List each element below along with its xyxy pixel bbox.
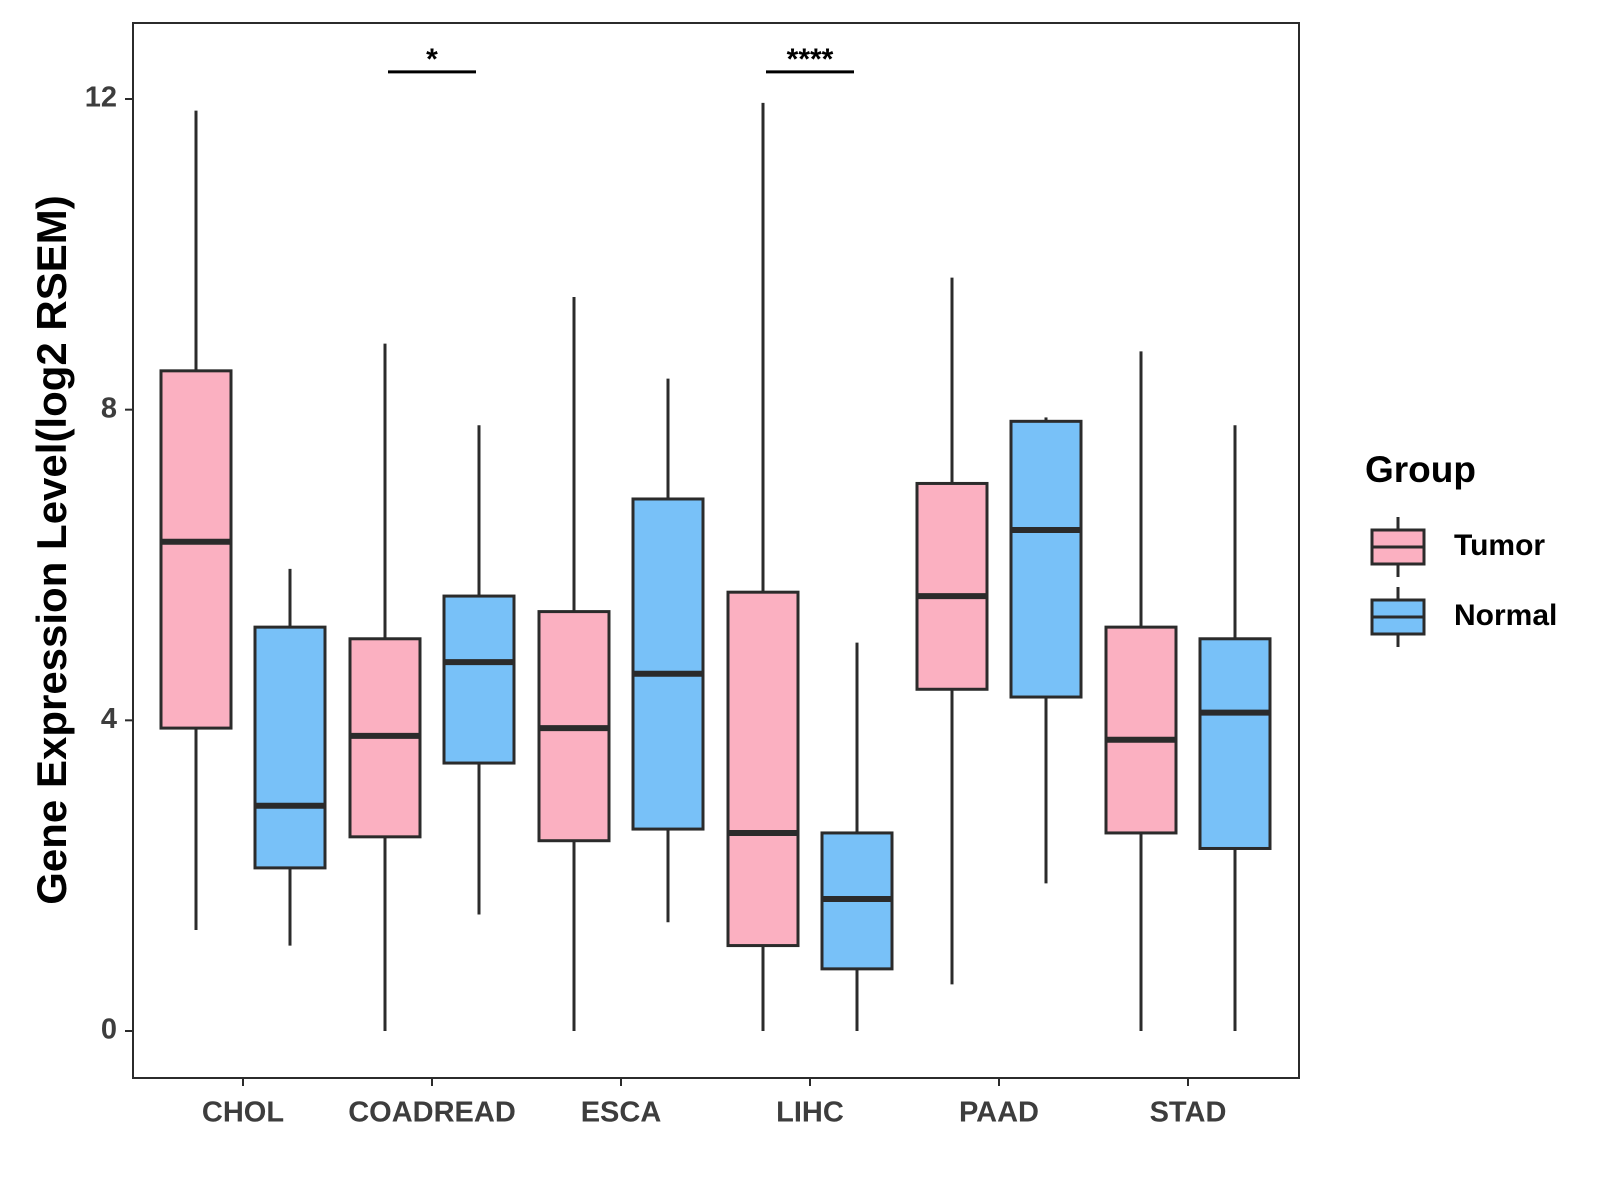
legend-item-tumor: Tumor [1370, 517, 1545, 577]
box-normal-esca [631, 378, 705, 923]
box-normal-coadread [442, 425, 516, 915]
box-body [915, 481, 989, 691]
box-normal-stad [1198, 425, 1272, 1031]
y-tick-label: 12 [85, 82, 117, 114]
box-body [1104, 625, 1178, 835]
x-tick-label: STAD [1150, 1097, 1227, 1129]
y-tick-label: 4 [101, 703, 117, 735]
box-body [253, 625, 327, 870]
box-body [1009, 419, 1083, 699]
y-tick-label: 0 [101, 1014, 117, 1046]
y-axis: 0 4 8 12 [85, 82, 133, 1046]
y-axis-title: Gene Expression Level(log2 RSEM) [28, 195, 75, 905]
box-body [1198, 637, 1272, 850]
box-body [442, 594, 516, 765]
panel-border [132, 22, 1300, 1079]
x-tick-label: COADREAD [348, 1097, 516, 1129]
box-body [631, 497, 705, 831]
y-tick-label: 8 [101, 392, 117, 424]
box-tumor-coadread [348, 343, 422, 1031]
box-body [726, 590, 800, 948]
box-normal-lihc [820, 642, 894, 1031]
legend-item-normal: Normal [1370, 587, 1557, 647]
box-body [159, 369, 233, 730]
box-tumor-chol [159, 110, 233, 931]
legend-label: Tumor [1454, 529, 1545, 562]
legend: Group Tumor Normal [1365, 449, 1557, 647]
significance-annotations: * **** [388, 43, 854, 76]
box-normal-paad [1009, 417, 1083, 884]
boxes-layer [159, 102, 1272, 1031]
box-tumor-stad [1104, 351, 1178, 1031]
legend-title: Group [1365, 449, 1476, 490]
box-tumor-lihc [726, 102, 800, 1031]
significance-label: * [426, 43, 438, 76]
x-tick-label: CHOL [202, 1097, 284, 1129]
x-tick-label: PAAD [959, 1097, 1039, 1129]
box-normal-chol [253, 568, 327, 946]
legend-label: Normal [1454, 599, 1557, 632]
box-tumor-paad [915, 277, 989, 985]
x-tick-label: ESCA [581, 1097, 662, 1129]
x-axis: CHOL COADREAD ESCA LIHC PAAD STAD [202, 1078, 1226, 1129]
box-tumor-esca [537, 297, 611, 1031]
x-tick-label: LIHC [776, 1097, 844, 1129]
significance-label: **** [787, 43, 834, 76]
